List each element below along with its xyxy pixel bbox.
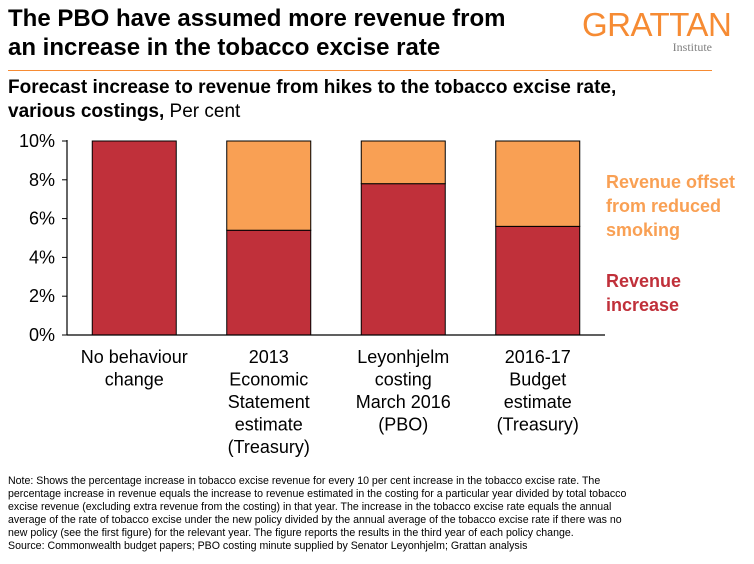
legend-label-revenue-offset: Revenue offset from reduced smoking	[606, 172, 735, 240]
grattan-logo: GRATTAN Institute	[582, 6, 732, 54]
legend-label-line: smoking	[606, 220, 680, 240]
x-category-label-line: estimate	[504, 392, 572, 412]
x-category-label-line: March 2016	[356, 392, 451, 412]
chart-title: The PBO have assumed more revenue from a…	[8, 4, 568, 62]
bar-segment-revenue-increase-4	[495, 225, 581, 336]
chart-subtitle: Forecast increase to revenue from hikes …	[8, 76, 728, 124]
header-divider	[8, 70, 712, 71]
bar-segment-revenue-offset-4	[495, 140, 581, 227]
y-tick-label: 4%	[29, 247, 55, 267]
axes-layer	[66, 140, 605, 336]
logo-wordmark: GRATTAN	[582, 6, 732, 43]
bar-segment-revenue-offset-3	[360, 140, 446, 185]
x-category-label-4: 2016-17 Budget estimate (Treasury)	[497, 347, 579, 435]
source-line: Source: Commonwealth budget papers; PBO …	[8, 540, 528, 552]
x-category-label-1: No behaviour change	[81, 347, 188, 390]
legend-label-line: from reduced	[606, 196, 721, 216]
x-category-label-line: change	[105, 370, 164, 390]
x-category-label-line: estimate	[235, 415, 303, 435]
subtitle-line-1: Forecast increase to revenue from hikes …	[8, 77, 617, 98]
x-category-labels: No behaviour change 2013 Economic Statement e…	[81, 347, 579, 457]
y-tick-labels: 0% 2% 4% 6% 8% 10%	[19, 131, 67, 345]
x-category-label-line: 2013	[249, 347, 289, 367]
x-category-label-line: (Treasury)	[228, 437, 310, 457]
note-line: Note: Shows the percentage increase in t…	[8, 475, 601, 487]
note-line: excise revenue (excluding extra revenue …	[8, 501, 612, 513]
subtitle-line-2: various costings, Per cent	[8, 100, 728, 124]
subtitle-unit: Per cent	[164, 101, 241, 122]
x-category-label-line: (Treasury)	[497, 415, 579, 435]
x-category-label-line: No behaviour	[81, 347, 188, 367]
legend-label-line: increase	[606, 295, 679, 315]
x-category-label-line: Statement	[228, 392, 310, 412]
bar-segment-revenue-increase-2	[226, 229, 312, 336]
chart-notes: Note: Shows the percentage increase in t…	[8, 475, 743, 553]
y-tick-label: 6%	[29, 209, 55, 229]
bar-segment-revenue-increase-3	[360, 183, 446, 336]
chart-title-line-1: The PBO have assumed more revenue from	[8, 5, 506, 32]
note-line: average of the rate of tobacco excise un…	[8, 514, 622, 526]
legend-label-line: Revenue	[606, 271, 681, 291]
stacked-bar-chart: 0% 2% 4% 6% 8% 10% No behaviour change 2013 Econ…	[19, 131, 735, 457]
note-line: percentage increase in revenue equals th…	[8, 488, 627, 500]
y-tick-label: 0%	[29, 325, 55, 345]
bar-segment-revenue-offset-2	[226, 140, 312, 231]
y-tick-label: 10%	[19, 131, 55, 151]
x-category-label-line: Budget	[509, 370, 566, 390]
subtitle-bold-part: various costings,	[8, 101, 165, 122]
bars-layer	[91, 140, 581, 336]
x-category-label-line: costing	[375, 370, 432, 390]
y-tick-label: 8%	[29, 170, 55, 190]
x-category-label-2: 2013 Economic Statement estimate (Treasury)	[228, 347, 310, 457]
x-category-label-line: 2016-17	[505, 347, 571, 367]
bar-segment-revenue-increase-1	[91, 140, 177, 336]
series-labels: Revenue increase Revenue offset from reduce…	[606, 172, 735, 315]
x-category-label-line: Economic	[229, 370, 308, 390]
x-category-label-line: (PBO)	[378, 415, 428, 435]
legend-label-line: Revenue offset	[606, 172, 735, 192]
x-category-label-line: Leyonhjelm	[357, 347, 449, 367]
note-line: new policy (see the first figure) for th…	[8, 527, 574, 539]
chart-title-line-2: an increase in the tobacco excise rate	[8, 34, 441, 61]
y-tick-label: 2%	[29, 286, 55, 306]
logo-subtitle: Institute	[672, 40, 712, 54]
x-category-label-3: Leyonhjelm costing March 2016 (PBO)	[356, 347, 451, 435]
legend-label-revenue-increase: Revenue increase	[606, 271, 681, 315]
